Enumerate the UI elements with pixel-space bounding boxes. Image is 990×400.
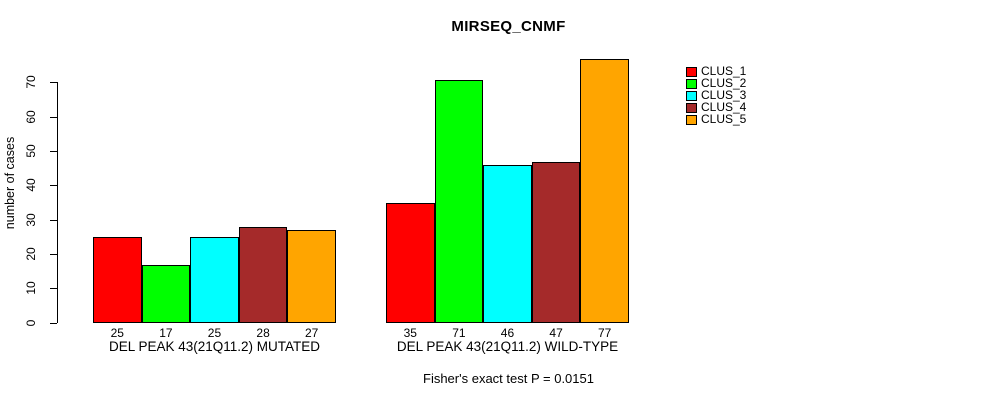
bar-clus_1-group0 bbox=[93, 237, 142, 323]
legend-color-swatch bbox=[686, 90, 697, 101]
legend-item-clus_5: CLUS_5 bbox=[686, 112, 747, 126]
legend-color-swatch bbox=[686, 78, 697, 89]
legend-item-clus_3: CLUS_3 bbox=[686, 88, 747, 102]
y-tick-mark bbox=[50, 288, 57, 290]
y-tick-label: 10 bbox=[24, 281, 38, 295]
bar-clus_5-group0 bbox=[287, 230, 336, 323]
bar-value-label: 25 bbox=[207, 326, 222, 340]
legend-color-swatch bbox=[686, 102, 697, 113]
bar-clus_2-group1 bbox=[434, 79, 484, 323]
legend-item-clus_2: CLUS_2 bbox=[686, 76, 747, 90]
y-axis-line bbox=[57, 82, 58, 323]
bar-clus_2-group0 bbox=[141, 264, 191, 323]
y-tick-mark bbox=[50, 82, 57, 84]
bar-value-label: 35 bbox=[403, 326, 417, 340]
y-tick-label: 0 bbox=[24, 319, 38, 326]
group-label-wild-type: DEL PEAK 43(21Q11.2) WILD-TYPE bbox=[396, 339, 619, 354]
legend-color-swatch bbox=[686, 114, 697, 125]
bar-clus_4-group1 bbox=[531, 161, 581, 323]
y-tick-mark bbox=[50, 253, 57, 255]
bar-value-label: 25 bbox=[110, 326, 124, 340]
fisher-test-footnote: Fisher's exact test P = 0.0151 bbox=[423, 371, 594, 386]
legend-label: CLUS_3 bbox=[701, 88, 747, 102]
bar-clus_1-group1 bbox=[386, 202, 435, 323]
bar-clus_3-group1 bbox=[483, 165, 532, 323]
legend-item-clus_4: CLUS_4 bbox=[686, 100, 747, 114]
bar-clus_4-group0 bbox=[238, 226, 288, 323]
y-tick-mark bbox=[50, 185, 57, 187]
y-tick-mark bbox=[50, 116, 57, 118]
y-tick-label: 70 bbox=[24, 75, 38, 90]
y-tick-mark bbox=[50, 322, 57, 324]
chart-title: MIRSEQ_CNMF bbox=[451, 18, 566, 35]
bar-value-label: 47 bbox=[549, 326, 563, 340]
bar-value-label: 27 bbox=[305, 326, 319, 340]
y-tick-label: 20 bbox=[24, 247, 38, 261]
y-tick-label: 60 bbox=[24, 110, 38, 124]
y-axis-label: number of cases bbox=[3, 136, 17, 230]
bar-value-label: 77 bbox=[598, 326, 612, 340]
legend-label: CLUS_2 bbox=[701, 76, 747, 90]
y-tick-mark bbox=[50, 219, 57, 221]
y-tick-label: 50 bbox=[24, 144, 38, 158]
bar-clus_3-group0 bbox=[190, 237, 239, 323]
legend-label: CLUS_4 bbox=[701, 100, 747, 114]
legend-item-clus_1: CLUS_1 bbox=[686, 64, 747, 78]
bar-value-label: 46 bbox=[500, 326, 515, 340]
y-tick-label: 40 bbox=[24, 178, 38, 193]
legend-color-swatch bbox=[686, 66, 697, 77]
bar-value-label: 17 bbox=[159, 326, 173, 340]
y-tick-label: 30 bbox=[24, 212, 38, 227]
legend-label: CLUS_5 bbox=[701, 112, 747, 126]
legend-label: CLUS_1 bbox=[701, 64, 747, 78]
bar-clus_5-group1 bbox=[580, 58, 629, 323]
bar-value-label: 28 bbox=[256, 326, 270, 340]
bar-value-label: 71 bbox=[452, 326, 466, 340]
y-tick-mark bbox=[50, 151, 57, 153]
group-label-mutated: DEL PEAK 43(21Q11.2) MUTATED bbox=[108, 339, 321, 354]
legend: CLUS_1 CLUS_2 CLUS_3 CLUS_4 CLUS_5 bbox=[686, 64, 747, 126]
